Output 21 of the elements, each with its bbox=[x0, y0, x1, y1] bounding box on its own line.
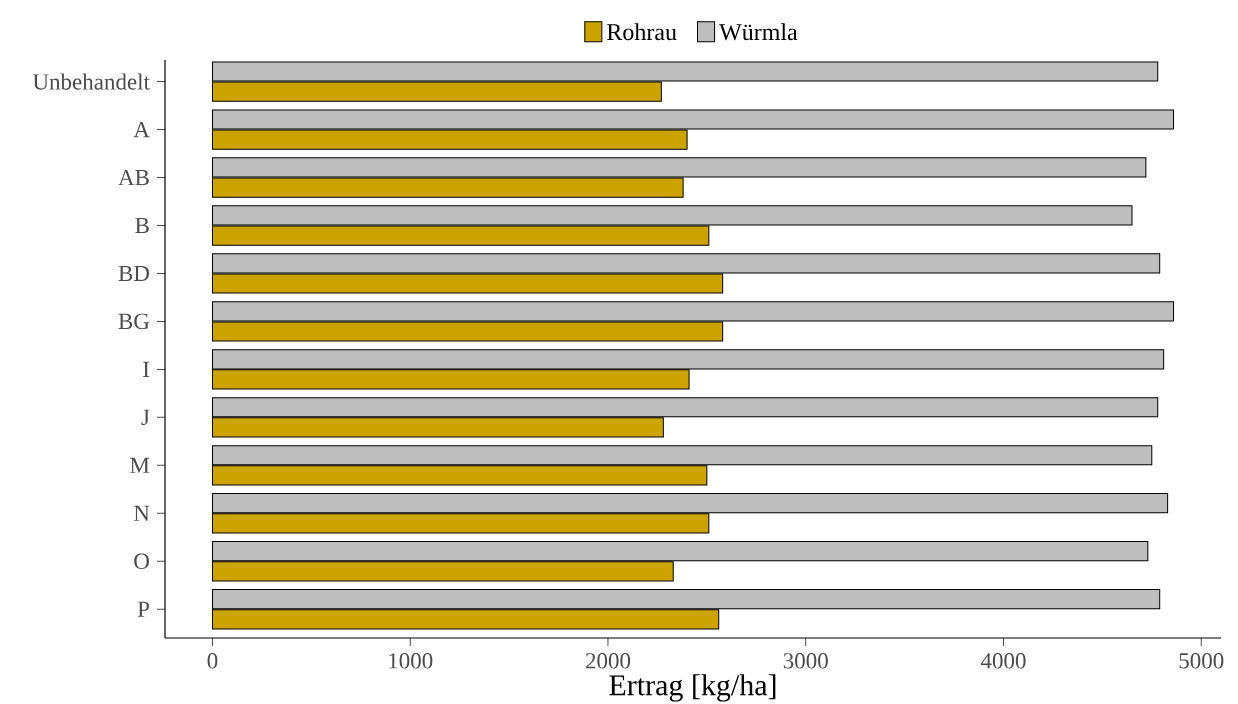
y-tick-label: BG bbox=[118, 313, 150, 330]
y-tick-label: P bbox=[137, 601, 149, 617]
y-tick-label: J bbox=[141, 409, 150, 425]
legend-label: Rohrau bbox=[607, 23, 677, 41]
y-tick-label: I bbox=[143, 361, 150, 377]
x-tick-label: 1000 bbox=[389, 653, 433, 669]
legend-label: Würmla bbox=[719, 23, 798, 41]
x-tick-label: 5000 bbox=[1179, 653, 1224, 669]
y-tick-label: BD bbox=[118, 265, 150, 281]
y-tick-label: A bbox=[133, 121, 150, 138]
x-tick-label: 0 bbox=[207, 653, 218, 669]
y-tick-label: N bbox=[133, 505, 150, 521]
y-tick-label: O bbox=[134, 553, 149, 569]
x-axis-title: Ertrag [kg/ha] bbox=[609, 674, 776, 702]
x-tick-label: 2000 bbox=[585, 653, 631, 669]
x-tick-label: 4000 bbox=[980, 653, 1026, 669]
y-tick-label: M bbox=[130, 457, 150, 473]
y-tick-label: Unbehandelt bbox=[32, 73, 150, 90]
y-tick-label: B bbox=[135, 217, 149, 234]
x-tick-label: 3000 bbox=[783, 653, 828, 669]
y-tick-label: AB bbox=[118, 169, 149, 186]
